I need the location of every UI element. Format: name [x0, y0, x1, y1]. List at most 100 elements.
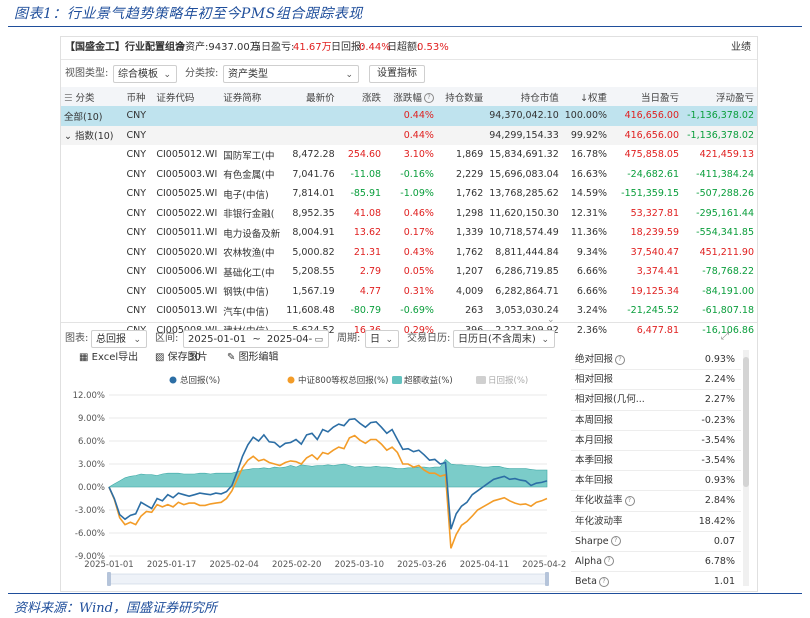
row-change: 2.79: [359, 266, 382, 278]
collapse-chevron-icon[interactable]: ⌄: [547, 315, 555, 325]
col-daily-pnl[interactable]: 当日盈亏: [610, 87, 682, 106]
row-change-pct: -1.09%: [400, 188, 434, 200]
col-code[interactable]: 证券代码: [153, 87, 221, 106]
row-name: 基础化工(中: [223, 267, 275, 279]
range-slider-handle-left[interactable]: [107, 572, 111, 586]
row-name: [220, 106, 284, 126]
period-select[interactable]: 日 ⌄: [365, 330, 399, 348]
row-price: 5,208.55: [292, 266, 335, 278]
legend-label: 超额收益(%): [404, 375, 453, 386]
help-icon[interactable]: ?: [604, 556, 615, 567]
row-price: 8,004.91: [292, 227, 335, 239]
table-row[interactable]: CNY CI005025.WI 电子(中信) 7,814.01 -85.91 -1.09%…: [61, 184, 757, 204]
col-change-pct[interactable]: 涨跌幅?: [384, 87, 437, 106]
settings-indicator-button[interactable]: 设置指标: [369, 65, 425, 83]
row-name: 电子(中信): [223, 189, 269, 201]
table-row[interactable]: CNY CI005012.WI 国防军工(中 8,472.28 254.60 3.10% 1…: [61, 145, 757, 165]
table-row[interactable]: CNY CI005006.WI 基础化工(中 5,208.55 2.79 0.05% 1,2…: [61, 262, 757, 282]
row-float-pnl: -554,341.85: [696, 227, 754, 239]
row-weight: 99.92%: [561, 125, 611, 145]
view-type-select[interactable]: 综合模板 ⌄: [113, 65, 177, 83]
row-name: 农林牧渔(中: [223, 248, 275, 260]
col-currency[interactable]: 币种: [123, 87, 154, 106]
portfolio-name[interactable]: 【国盛金工】行业配置组合: [65, 42, 185, 53]
table-row[interactable]: CNY CI005020.WI 农林牧渔(中 5,000.82 21.31 0.43% 1,…: [61, 243, 757, 263]
row-float-pnl: -84,191.00: [702, 285, 754, 297]
legend-marker: [287, 376, 295, 384]
chevron-down-icon[interactable]: ⌄: [64, 131, 75, 143]
table-row[interactable]: CNY CI005022.WI 非银行金融(8,952.35 41.08 0.46% 1,…: [61, 204, 757, 224]
row-change: 4.77: [359, 285, 382, 297]
row-currency: CNY: [126, 266, 147, 278]
stats-scroll-thumb[interactable]: [743, 357, 749, 487]
stat-row: 相对回报(几何... 2.27%: [571, 390, 741, 411]
col-weight[interactable]: ↓权重: [561, 87, 611, 106]
row-currency: CNY: [126, 305, 147, 317]
row-name: 非银行金融(: [223, 209, 275, 221]
stat-row: 本月回报 -3.54%: [571, 431, 741, 451]
row-price: 1,567.19: [292, 285, 335, 297]
range-label: 区间:: [155, 333, 179, 344]
col-change[interactable]: 涨跌: [337, 87, 385, 106]
row-change-pct: 0.46%: [403, 207, 434, 219]
table-row[interactable]: CNY CI005005.WI 钢铁(中信) 1,567.19 4.77 0.31% 4,0…: [61, 282, 757, 302]
col-name[interactable]: 证券简称: [220, 87, 284, 106]
row-change-pct: -0.69%: [400, 305, 434, 317]
range-slider-handle-right[interactable]: [545, 572, 549, 586]
row-name: 国防军工(中: [223, 150, 275, 162]
row-quantity: 4,009: [456, 285, 484, 297]
expand-icon[interactable]: ⤢: [721, 331, 729, 342]
row-quantity: 1,762: [456, 188, 484, 200]
col-price[interactable]: 最新价: [283, 87, 338, 106]
group-by-select[interactable]: 资产类型 ⌄: [223, 65, 359, 83]
stat-label: 本月回报: [575, 431, 613, 450]
row-market-value: 15,834,691.32: [489, 149, 559, 161]
row-weight: 16.63%: [570, 168, 608, 180]
chart-edit-button[interactable]: ✎ 图形编辑: [227, 349, 279, 367]
daily-pnl-value: 41.67万: [293, 42, 332, 53]
col-float-pnl[interactable]: 浮动盈亏: [682, 87, 757, 106]
table-row[interactable]: CNY CI005013.WI 汽车(中信) 11,608.48 -80.79 -0.69…: [61, 301, 757, 321]
save-image-button[interactable]: ▨ 保存图片: [155, 349, 208, 367]
table-row[interactable]: CNY CI005011.WI 电力设备及新 8,004.91 13.62 0.17% 1,…: [61, 223, 757, 243]
legend-label: 日回报(%): [488, 375, 528, 386]
table-row[interactable]: CNY CI005003.WI 有色金属(中 7,041.76 -11.08 -0.16%…: [61, 165, 757, 185]
help-icon[interactable]: ?: [615, 354, 626, 365]
series-excess-area: [107, 458, 548, 488]
row-group-label: 指数(10): [74, 131, 114, 143]
row-currency: CNY: [126, 246, 147, 258]
help-icon[interactable]: ?: [610, 536, 621, 547]
legend-marker: [476, 376, 486, 384]
excel-export-button[interactable]: ▦ Excel导出: [79, 349, 138, 367]
help-icon[interactable]: ?: [598, 576, 609, 587]
row-weight: 6.66%: [576, 285, 608, 297]
row-quantity: 1,762: [456, 246, 484, 258]
row-price: 7,041.76: [292, 168, 335, 180]
performance-tab[interactable]: 业绩: [731, 42, 751, 53]
row-category: [61, 243, 124, 263]
row-change-pct: 0.44%: [384, 125, 437, 145]
row-quantity: 2,229: [456, 168, 484, 180]
row-float-pnl: -61,807.18: [702, 305, 754, 317]
stat-label: 年化收益率?: [575, 491, 635, 510]
legend-marker: [169, 376, 177, 384]
col-market-value[interactable]: 持仓市值: [486, 87, 562, 106]
table-row-total[interactable]: 全部(10) CNY 0.44% 94,370,042.10 100.00% 4…: [61, 106, 757, 126]
stat-label: 相对回报(几何...: [575, 390, 645, 409]
y-tick-label: 0.00%: [78, 483, 105, 493]
calendar-type-select[interactable]: 日历日(不含周末) ⌄: [453, 330, 555, 348]
help-icon[interactable]: ?: [624, 495, 635, 506]
table-row-group[interactable]: ⌄ 指数(10) CNY 0.44% 94,299,154.33 99.92% …: [61, 125, 757, 145]
stat-value: -0.23%: [701, 414, 735, 426]
date-range-picker[interactable]: 2025-01-01 ~ 2025-04-30 ▭: [183, 330, 329, 363]
chart-type-select[interactable]: 总回报 ⌄: [91, 330, 147, 348]
row-market-value: 94,370,042.10: [486, 106, 562, 126]
row-daily-pnl: 18,239.59: [630, 227, 679, 239]
col-quantity[interactable]: 持仓数量: [436, 87, 487, 106]
stat-label-text: 本年回报: [575, 475, 614, 487]
row-change: -80.79: [350, 305, 382, 317]
row-price: 5,000.82: [292, 246, 335, 258]
col-category[interactable]: ☰ 分类: [61, 87, 124, 106]
stat-row: 年化收益率? 2.84%: [571, 491, 741, 512]
date-to: 2025-04-30: [188, 334, 313, 363]
